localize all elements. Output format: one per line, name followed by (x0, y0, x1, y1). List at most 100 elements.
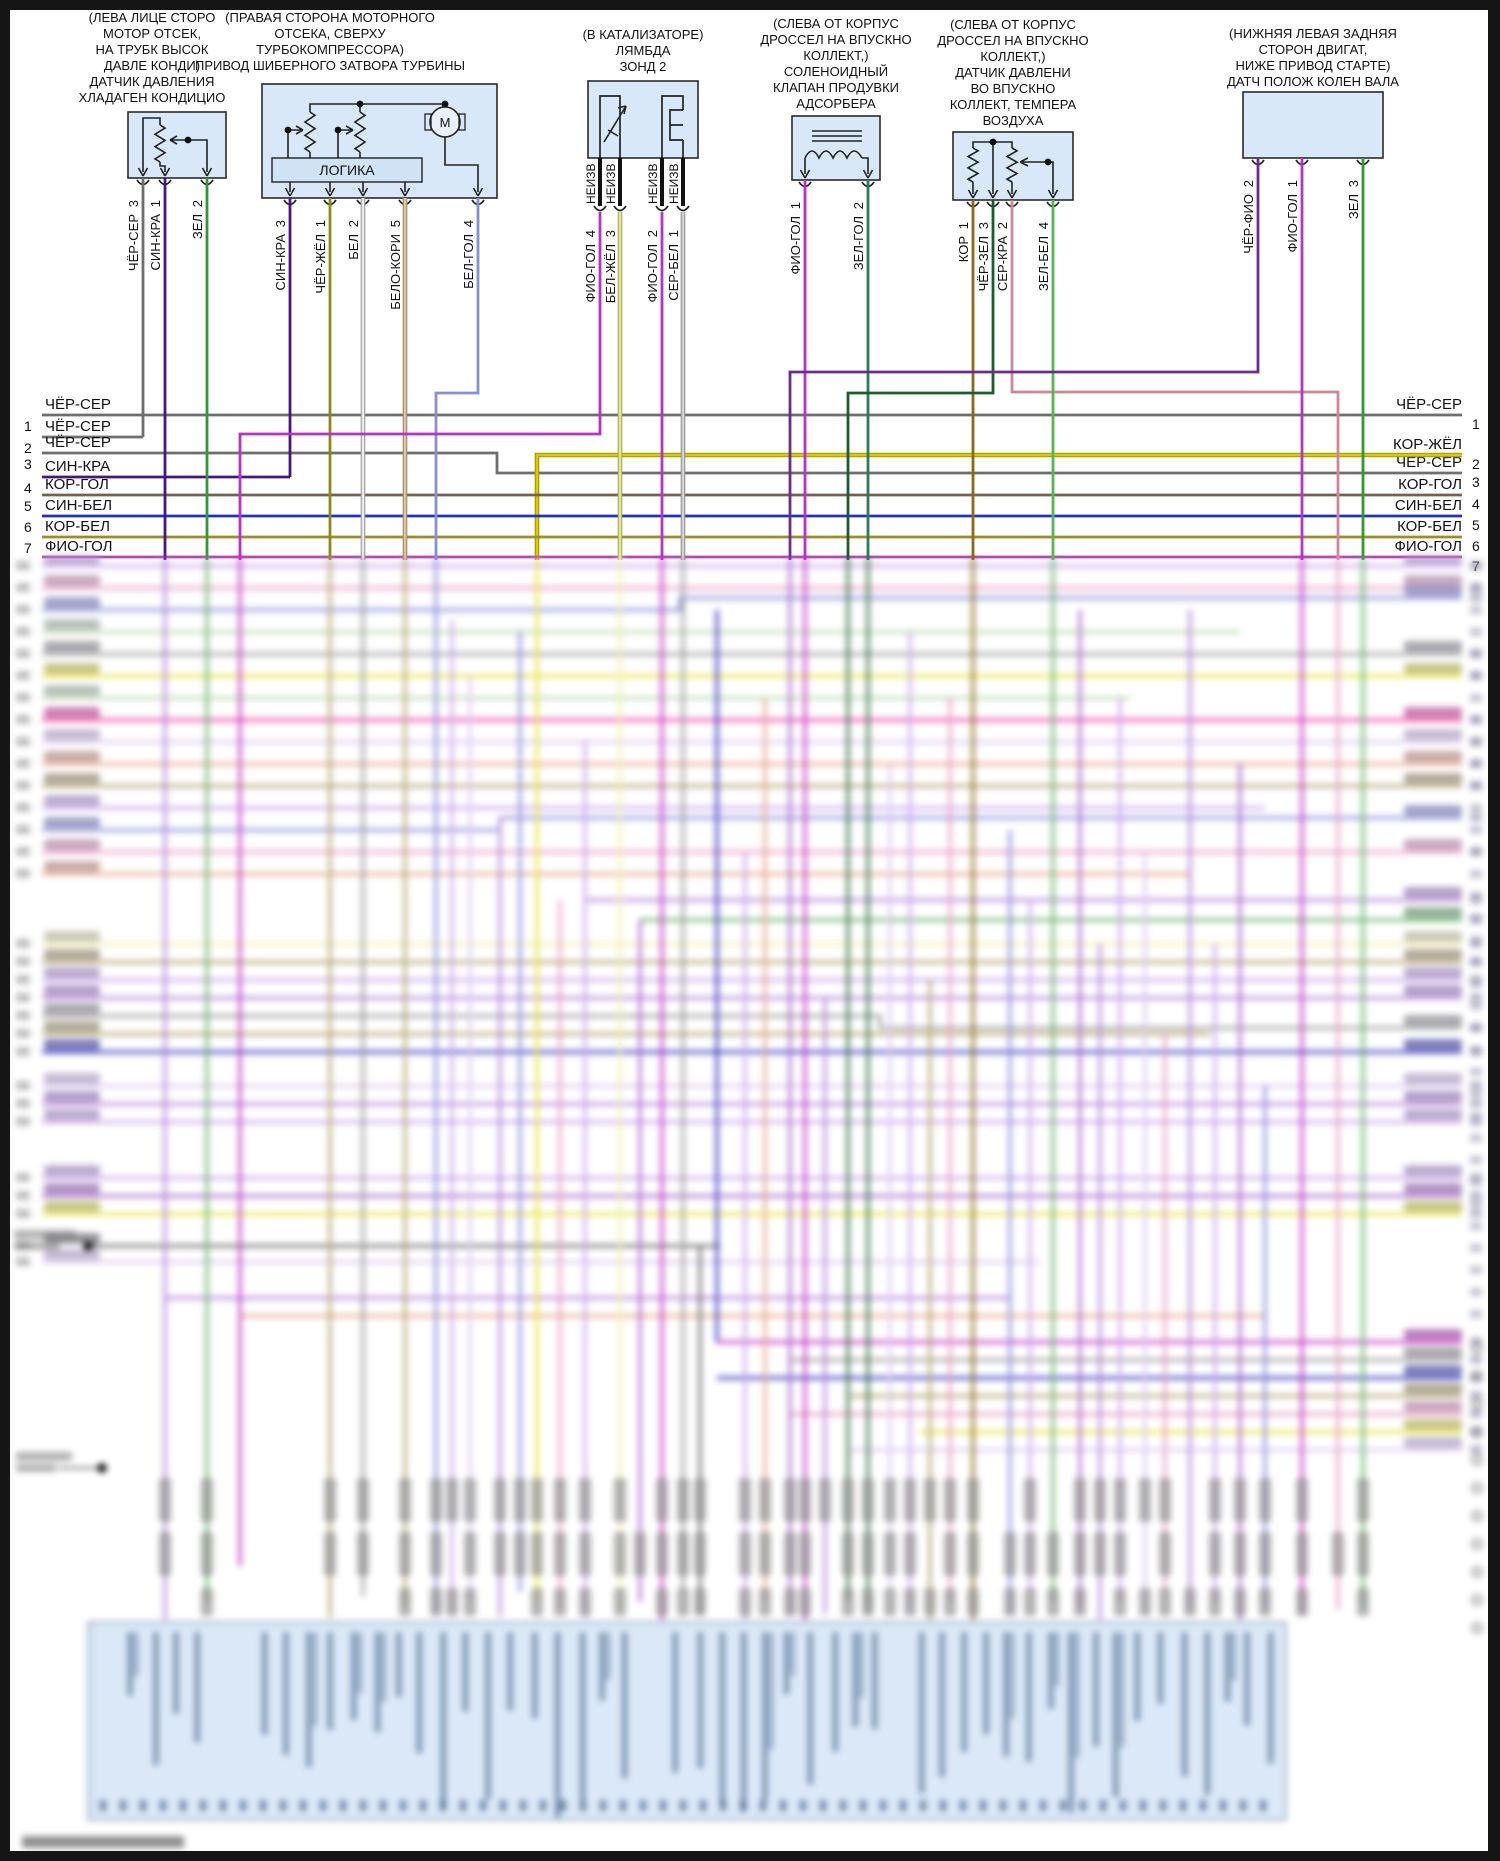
blurred-pin-label (1209, 1532, 1221, 1576)
blurred-pin-label (1094, 1532, 1106, 1576)
bus-label-right: КОР-ГОЛ (1398, 476, 1462, 493)
blurred-row-number (16, 671, 30, 680)
blurred-pin-label (799, 1532, 811, 1576)
blurred-block-text (1074, 1632, 1079, 1759)
blurred-pin-number (480, 1800, 486, 1811)
page-border-top (0, 0, 1500, 10)
wire-ФИО-ГОЛ (238, 212, 602, 560)
blurred-pin-label (464, 1478, 476, 1522)
blurred-row-number (1470, 1081, 1482, 1090)
blurred-wire-label (1404, 751, 1462, 762)
component-label: (НИЖНЯЯ ЛЕВАЯ ЗАДНЯЯ (1229, 26, 1397, 41)
blurred-pin-label (967, 1478, 979, 1522)
blurred-pin-number (960, 1800, 966, 1811)
bus-number-right: 5 (1472, 517, 1480, 533)
bus-label-left: СИН-БЕЛ (45, 497, 112, 514)
component-label: ДРОССЕЛ НА ВПУСКНО (937, 33, 1088, 48)
bus-label-left: КОР-БЕЛ (45, 518, 110, 535)
blurred-block-text (327, 1632, 333, 1731)
blurred-pin-label (1094, 1478, 1106, 1522)
blurred-block-text (153, 1632, 159, 1766)
blurred-block-text (1003, 1632, 1009, 1757)
wire-color-label: БЕЛ-ЖЁЛ (603, 244, 618, 303)
symbol-lead (203, 139, 208, 172)
blurred-pin-label (967, 1532, 979, 1576)
component-box-crankshaft-position-sensor (1242, 91, 1384, 159)
blurred-block-text (1182, 1632, 1188, 1777)
blurred-row-number (16, 975, 30, 984)
blurred-block-text (697, 1632, 703, 1769)
blurred-pin-label (842, 1478, 854, 1522)
ground-dot (97, 1463, 107, 1473)
component-label: АДСОРБЕРА (796, 96, 876, 111)
blurred-pin-label (1184, 1588, 1196, 1616)
page-border-left (0, 0, 10, 1861)
arrow-down-icon (159, 167, 171, 177)
blurred-row-number (16, 781, 30, 790)
blurred-ground-label (16, 1452, 72, 1461)
blurred-pin-number (1040, 1800, 1046, 1811)
blurred-pin-number (840, 1800, 846, 1811)
blurred-wire-label (1404, 805, 1462, 816)
blurred-pin-number (120, 1800, 126, 1811)
motor-label: М (440, 115, 451, 130)
bus-number-right: 2 (1472, 456, 1480, 472)
blurred-margin-number (1470, 1178, 1482, 1186)
blurred-pin-label (399, 1588, 411, 1616)
blurred-block-text (719, 1632, 725, 1805)
blurred-pin-label (399, 1532, 411, 1576)
pin-number: 1 (788, 202, 803, 209)
pin-number: 4 (583, 230, 598, 237)
blurred-pin-number (300, 1800, 306, 1811)
blurred-row-number (1470, 1099, 1482, 1108)
component-label: (ЛЕВА ЛИЦЕ СТОРО (89, 10, 216, 25)
blurred-wire-label (44, 619, 100, 630)
blurred-pin-label (784, 1532, 796, 1576)
blurred-margin-number (1470, 1134, 1482, 1142)
wire-color-label: ЗЕЛ-ГОЛ (851, 216, 866, 270)
blurred-pin-number (700, 1800, 706, 1811)
blurred-pin-label (1047, 1588, 1059, 1616)
blurred-pin-label (656, 1588, 668, 1616)
blurred-pin-number (820, 1800, 826, 1811)
blurred-pin-number (1080, 1800, 1086, 1811)
blurred-pin-label (614, 1588, 626, 1616)
arrow-down-icon (357, 187, 369, 197)
pin-number: 5 (388, 220, 403, 227)
blurred-pin-label (514, 1532, 526, 1576)
wire-ЧЁР-ЗЕЛ (846, 200, 995, 560)
arrow-down-icon (137, 167, 149, 177)
blurred-pin-label (967, 1588, 979, 1616)
blurred-margin-number (1470, 1222, 1482, 1230)
blurred-pin-label (1024, 1478, 1036, 1522)
blurred-pin-label (1114, 1532, 1126, 1576)
blurred-wire-label (44, 575, 100, 586)
blurred-pin-number (660, 1800, 666, 1811)
blurred-pin-label (739, 1588, 751, 1616)
blurred-wires-and-connector (14, 553, 1483, 1848)
blurred-row-number (1470, 1355, 1482, 1364)
bus-number-left: 4 (24, 480, 32, 496)
blurred-wire-label (1404, 967, 1462, 978)
blurred-block-text (357, 1632, 362, 1694)
blurred-pin-label (1047, 1532, 1059, 1576)
blurred-pin-number (260, 1800, 266, 1811)
blurred-pin-label (1074, 1532, 1086, 1576)
wire-color-label: ЧЁР-ЖЁЛ (313, 234, 328, 294)
pin-number: 3 (126, 200, 141, 207)
blurred-wire-label (1404, 1329, 1462, 1340)
blurred-pin-number (500, 1800, 506, 1811)
blurred-pin-label (842, 1532, 854, 1576)
blurred-pin-label (446, 1588, 458, 1616)
blurred-pin-label (884, 1532, 896, 1576)
blurred-block-text (396, 1632, 402, 1698)
blurred-margin-number (1470, 562, 1482, 570)
wire-color-label: СЕР-КРА (995, 236, 1010, 291)
bus-label-left: ЧЁР-СЕР (45, 396, 111, 413)
blurred-row-number (16, 583, 30, 592)
blurred-row-number (16, 1209, 30, 1218)
blurred-pin-number (1220, 1800, 1226, 1811)
blurred-wire (42, 816, 1462, 832)
watermark (22, 1836, 184, 1848)
